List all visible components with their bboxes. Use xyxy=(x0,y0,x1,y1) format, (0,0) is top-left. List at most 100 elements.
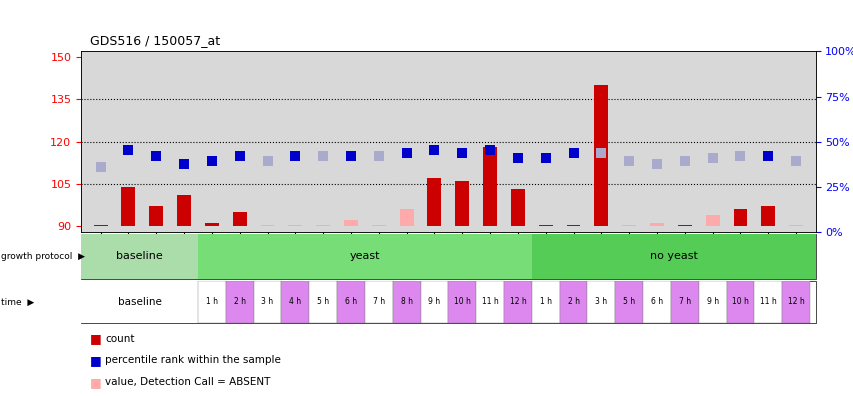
Text: 7 h: 7 h xyxy=(372,297,385,307)
Text: 2 h: 2 h xyxy=(234,297,246,307)
Bar xyxy=(531,281,559,323)
Point xyxy=(649,161,663,167)
Text: 3 h: 3 h xyxy=(595,297,606,307)
Text: 12 h: 12 h xyxy=(786,297,804,307)
Text: growth protocol  ▶: growth protocol ▶ xyxy=(1,252,84,261)
Bar xyxy=(705,215,719,226)
Point xyxy=(372,152,386,159)
Point xyxy=(733,152,746,159)
Text: 7 h: 7 h xyxy=(678,297,690,307)
Text: 11 h: 11 h xyxy=(759,297,775,307)
Point xyxy=(455,150,468,156)
Text: yeast: yeast xyxy=(349,251,380,261)
Text: percentile rank within the sample: percentile rank within the sample xyxy=(105,355,281,366)
Point xyxy=(316,152,329,159)
Bar xyxy=(476,281,503,323)
Point xyxy=(538,155,552,162)
Bar xyxy=(760,206,775,226)
Bar xyxy=(94,225,107,226)
Point xyxy=(288,152,302,159)
Text: ■: ■ xyxy=(90,332,102,345)
Text: count: count xyxy=(105,333,135,344)
Bar xyxy=(566,225,580,226)
Text: 4 h: 4 h xyxy=(289,297,301,307)
Bar xyxy=(427,178,441,226)
Bar xyxy=(642,281,670,323)
Text: ■: ■ xyxy=(90,354,102,367)
Bar xyxy=(344,221,357,226)
Text: 9 h: 9 h xyxy=(428,297,440,307)
Text: 1 h: 1 h xyxy=(539,297,551,307)
Text: 8 h: 8 h xyxy=(400,297,412,307)
Bar xyxy=(503,281,531,323)
Bar xyxy=(538,225,552,226)
Point xyxy=(566,150,580,156)
Text: 3 h: 3 h xyxy=(261,297,273,307)
Bar xyxy=(371,225,386,226)
Bar xyxy=(649,223,663,226)
Bar xyxy=(288,225,302,226)
Bar xyxy=(337,281,364,323)
Text: 6 h: 6 h xyxy=(345,297,357,307)
Bar xyxy=(392,281,420,323)
Point xyxy=(121,147,135,153)
Text: 12 h: 12 h xyxy=(509,297,525,307)
Point xyxy=(94,164,107,170)
Text: 2 h: 2 h xyxy=(567,297,579,307)
Text: GDS516 / 150057_at: GDS516 / 150057_at xyxy=(90,34,219,48)
Bar xyxy=(81,234,198,279)
Bar xyxy=(698,281,726,323)
Bar xyxy=(281,281,309,323)
Bar xyxy=(205,223,218,226)
Bar xyxy=(670,281,698,323)
Bar xyxy=(531,234,815,279)
Bar xyxy=(781,281,809,323)
Text: no yeast: no yeast xyxy=(649,251,697,261)
Point xyxy=(705,155,718,162)
Point xyxy=(483,147,496,153)
Bar xyxy=(233,212,247,226)
Point xyxy=(677,158,691,164)
Text: 5 h: 5 h xyxy=(623,297,635,307)
Bar xyxy=(594,85,607,226)
Bar xyxy=(483,147,496,226)
Bar xyxy=(587,281,614,323)
Bar xyxy=(399,209,413,226)
Text: baseline: baseline xyxy=(116,251,163,261)
Bar xyxy=(733,209,746,226)
Bar xyxy=(198,281,225,323)
Text: value, Detection Call = ABSENT: value, Detection Call = ABSENT xyxy=(105,377,270,387)
Text: 10 h: 10 h xyxy=(453,297,470,307)
Bar xyxy=(198,234,531,279)
Bar xyxy=(510,189,525,226)
Point xyxy=(427,147,441,153)
Bar xyxy=(260,225,274,226)
Point xyxy=(149,152,163,159)
Point xyxy=(622,158,635,164)
Point xyxy=(594,150,607,156)
Point xyxy=(177,161,191,167)
Bar xyxy=(309,281,337,323)
Bar xyxy=(177,195,191,226)
Point xyxy=(344,152,357,159)
Bar xyxy=(455,181,468,226)
Text: 9 h: 9 h xyxy=(705,297,718,307)
Bar xyxy=(726,281,753,323)
Bar xyxy=(81,281,198,323)
Bar xyxy=(253,281,281,323)
Bar xyxy=(121,187,136,226)
Bar xyxy=(364,281,392,323)
Bar xyxy=(420,281,448,323)
Bar xyxy=(622,225,635,226)
Point xyxy=(761,152,775,159)
Text: 1 h: 1 h xyxy=(206,297,218,307)
Bar xyxy=(225,281,253,323)
Point xyxy=(260,158,274,164)
Bar xyxy=(316,225,330,226)
Bar xyxy=(559,281,587,323)
Text: 10 h: 10 h xyxy=(731,297,748,307)
Text: 11 h: 11 h xyxy=(481,297,498,307)
Text: 6 h: 6 h xyxy=(650,297,662,307)
Point xyxy=(399,150,413,156)
Point xyxy=(233,152,247,159)
